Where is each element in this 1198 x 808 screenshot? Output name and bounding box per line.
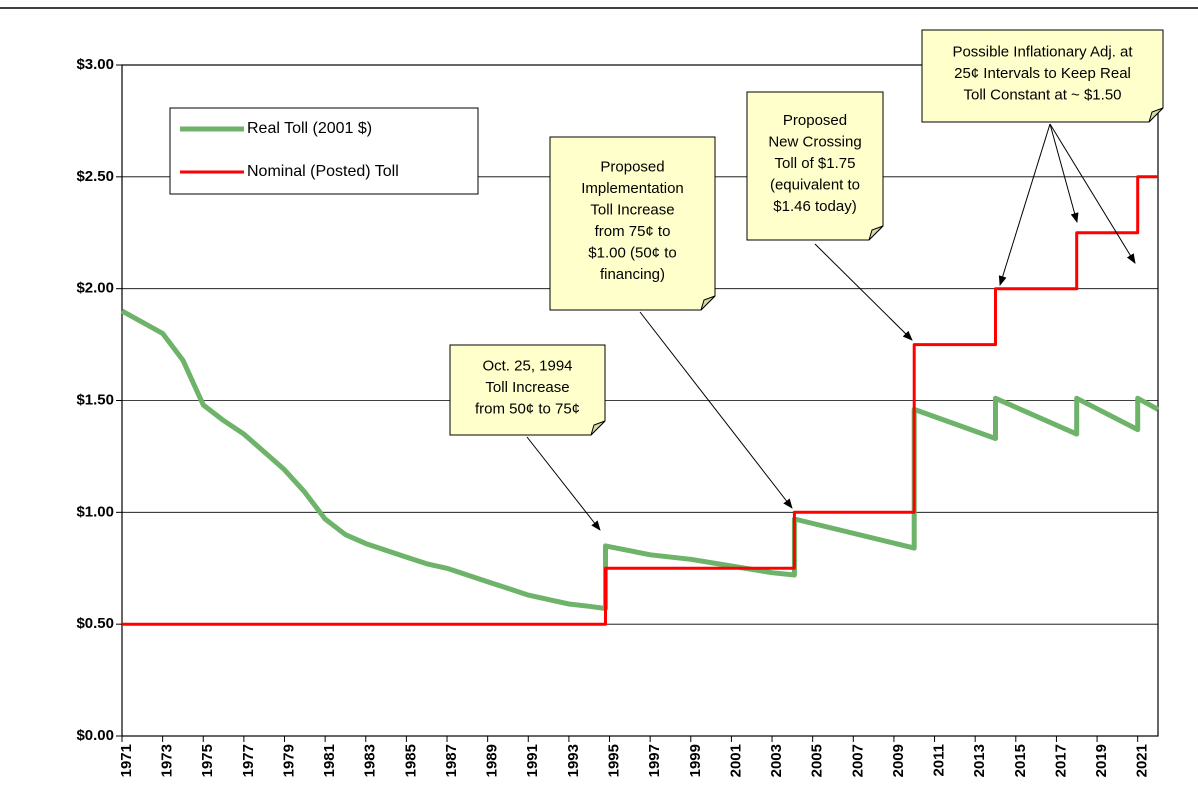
y-tick-label: $0.00 — [76, 727, 114, 744]
annotation-arrow — [998, 123, 1051, 286]
legend-label: Real Toll (2001 $) — [247, 120, 372, 137]
series-line — [122, 175, 1158, 626]
y-tick-label: $0.50 — [76, 615, 114, 632]
x-tick-label: 1987 — [443, 744, 460, 777]
annotation-text: New Crossing — [768, 133, 861, 150]
annotation-text: 25¢ Intervals to Keep Real — [954, 65, 1131, 82]
annotation-text: Implementation — [581, 180, 684, 197]
x-tick-label: 1985 — [402, 744, 419, 777]
y-tick-label: $1.50 — [76, 391, 114, 408]
callout-fold — [590, 420, 606, 436]
x-tick-label: 1993 — [565, 744, 582, 777]
y-tick-label: $3.00 — [76, 56, 114, 73]
x-tick-label: 2005 — [809, 744, 826, 777]
annotation-arrow — [1049, 123, 1079, 223]
annotation-text: Oct. 25, 1994 — [482, 357, 572, 374]
annotation-text: Toll Increase — [590, 202, 674, 219]
x-tick-label: 2003 — [768, 744, 785, 777]
callout-fold — [868, 225, 884, 241]
x-tick-label: 1975 — [199, 744, 216, 777]
series-line — [120, 308, 1160, 611]
x-tick-label: 2011 — [931, 744, 948, 777]
x-tick-label: 2021 — [1134, 744, 1151, 777]
x-tick-label: 2017 — [1052, 744, 1069, 777]
annotation-text: from 75¢ to — [595, 223, 671, 240]
annotation-arrow — [526, 436, 601, 531]
annotation-text: Proposed — [600, 159, 664, 176]
annotation-text: Proposed — [783, 112, 847, 129]
annotation-text: from 50¢ to 75¢ — [475, 400, 580, 417]
annotation-arrow — [639, 311, 793, 509]
annotation-arrow — [814, 243, 913, 341]
callout-fold — [700, 295, 716, 311]
x-tick-label: 1981 — [321, 744, 338, 777]
y-tick-label: $1.00 — [76, 503, 114, 520]
x-tick-label: 2009 — [890, 744, 907, 777]
annotation-arrow — [1049, 123, 1136, 264]
callout-fold — [1148, 107, 1164, 123]
x-tick-label: 2015 — [1012, 744, 1029, 777]
x-tick-label: 2007 — [849, 744, 866, 777]
annotation-text: $1.00 (50¢ to — [588, 245, 676, 262]
legend-box — [169, 107, 479, 195]
x-tick-label: 2001 — [727, 744, 744, 777]
x-tick-label: 1999 — [687, 744, 704, 777]
x-tick-label: 2019 — [1093, 744, 1110, 777]
plot-area — [121, 64, 1159, 737]
annotation-text: Toll Constant at ~ $1.50 — [963, 86, 1121, 103]
y-tick-label: $2.50 — [76, 168, 114, 185]
legend-label: Nominal (Posted) Toll — [247, 163, 399, 180]
x-tick-label: 1971 — [118, 744, 135, 777]
x-tick-label: 1973 — [159, 744, 176, 777]
x-tick-label: 1991 — [524, 744, 541, 777]
x-tick-label: 2013 — [971, 744, 988, 777]
annotation-text: Toll of $1.75 — [775, 155, 856, 172]
x-tick-label: 1995 — [605, 744, 622, 777]
x-tick-label: 1997 — [646, 744, 663, 777]
x-tick-label: 1983 — [362, 744, 379, 777]
annotation-text: Possible Inflationary Adj. at — [952, 43, 1133, 60]
x-tick-label: 1979 — [280, 744, 297, 777]
y-tick-label: $2.00 — [76, 280, 114, 297]
annotation-text: (equivalent to — [770, 176, 860, 193]
x-tick-label: 1989 — [484, 744, 501, 777]
annotation-text: Toll Increase — [485, 379, 569, 396]
x-tick-label: 1977 — [240, 744, 257, 777]
annotation-text: $1.46 today) — [773, 198, 856, 215]
annotation-text: financing) — [600, 266, 665, 283]
